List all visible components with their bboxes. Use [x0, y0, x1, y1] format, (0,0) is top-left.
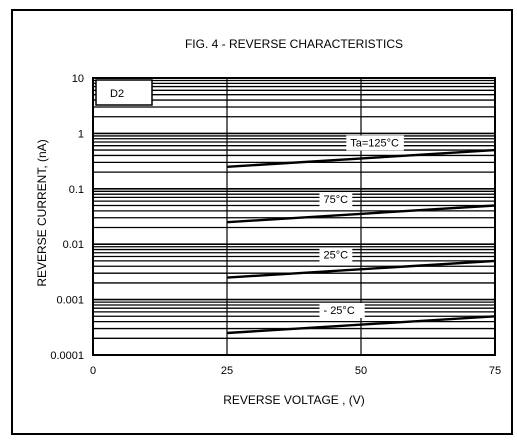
y-tick-label: 0.001 — [56, 295, 84, 307]
y-tick-label: 1 — [78, 128, 84, 140]
curve-label: - 25°C — [323, 305, 354, 317]
y-axis-label: REVERSE CURRENT, (nA) — [35, 139, 49, 286]
curve-label-background — [319, 247, 353, 263]
device-label-box — [95, 79, 153, 106]
y-tick-label: 0.01 — [63, 239, 84, 251]
curve-label: 25°C — [323, 250, 348, 262]
tick-labels: 0 25 50 75 10 1 0.1 0.01 0.001 0.0001 — [50, 73, 501, 377]
series-curves — [226, 148, 496, 335]
device-label: D2 — [110, 88, 124, 100]
curve-label: 75°C — [323, 194, 348, 206]
x-tick-label: 75 — [489, 365, 501, 377]
y-tick-label: 10 — [72, 73, 84, 85]
curve-label-background — [319, 302, 365, 318]
x-axis-label: REVERSE VOLTAGE , (V) — [223, 393, 365, 407]
grid — [93, 78, 495, 356]
curve-label-background — [346, 135, 404, 151]
curve-label: Ta=125°C — [350, 138, 399, 150]
y-tick-label: 0.0001 — [50, 350, 84, 362]
series-line — [226, 315, 496, 335]
curve-labels: Ta=125°C 75°C 25°C - 25°C — [319, 135, 404, 318]
x-tick-label: 25 — [221, 365, 233, 377]
series-line — [226, 148, 496, 168]
chart-title: FIG. 4 - REVERSE CHARACTERISTICS — [185, 37, 403, 51]
x-tick-label: 50 — [355, 365, 367, 377]
y-tick-label: 0.1 — [69, 184, 84, 196]
x-tick-label: 0 — [90, 365, 96, 377]
series-line — [226, 204, 496, 224]
series-line — [226, 259, 496, 279]
plot-area-border — [92, 77, 496, 356]
figure-border — [11, 9, 513, 435]
curve-label-background — [319, 192, 353, 208]
